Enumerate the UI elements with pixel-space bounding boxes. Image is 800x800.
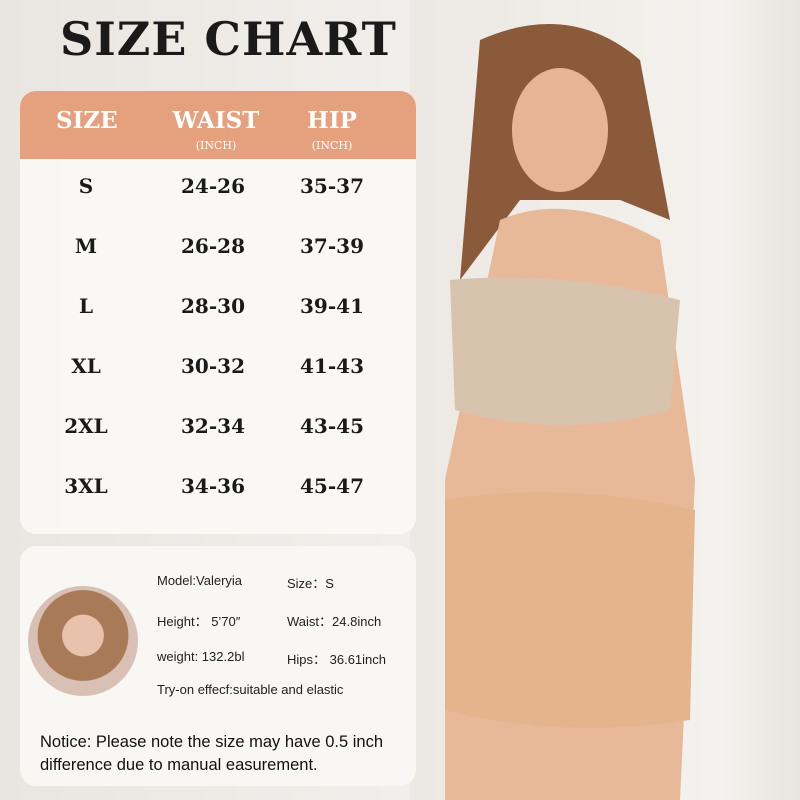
model-name: Model:Valeryia bbox=[157, 573, 243, 588]
size-cell: L bbox=[78, 294, 94, 318]
model-waist: Waist：24.8inch bbox=[287, 614, 382, 629]
model-hips: Hips： 36.61inch bbox=[287, 652, 386, 667]
table-header: SIZE WAIST (INCH) HIP (INCH) bbox=[20, 91, 416, 159]
size-cell: XL bbox=[71, 354, 101, 378]
table-row: M 26-28 37-39 bbox=[20, 234, 416, 294]
header-waist: WAIST bbox=[172, 107, 260, 134]
model-height: Height： 5’70″ bbox=[157, 614, 241, 629]
header-waist-unit: (INCH) bbox=[195, 139, 237, 152]
waist-cell: 32-34 bbox=[181, 414, 245, 438]
model-avatar bbox=[28, 586, 138, 696]
waist-cell: 34-36 bbox=[181, 474, 245, 498]
product-photo bbox=[410, 0, 800, 800]
table-row: 3XL 34-36 45-47 bbox=[20, 474, 416, 534]
waist-cell: 30-32 bbox=[181, 354, 245, 378]
hip-cell: 37-39 bbox=[300, 234, 364, 258]
size-cell: M bbox=[74, 234, 98, 258]
waist-cell: 26-28 bbox=[181, 234, 245, 258]
size-cell: 2XL bbox=[64, 414, 108, 438]
table-row: 2XL 32-34 43-45 bbox=[20, 414, 416, 474]
model-info-card: Model:Valeryia Size：S Height： 5’70″ Wais… bbox=[20, 546, 416, 786]
size-cell: S bbox=[78, 174, 94, 198]
hip-cell: 41-43 bbox=[300, 354, 364, 378]
notice-text: Notice: Please note the size may have 0.… bbox=[40, 733, 384, 774]
try-on-effect: Try-on effecf:suitable and elastic bbox=[157, 682, 344, 697]
model-image bbox=[445, 24, 695, 800]
page-title: SIZE CHART bbox=[60, 12, 397, 66]
table-row: L 28-30 39-41 bbox=[20, 294, 416, 354]
hip-cell: 39-41 bbox=[300, 294, 364, 318]
hip-cell: 35-37 bbox=[300, 174, 364, 198]
model-size: Size：S bbox=[287, 576, 334, 591]
header-size: SIZE bbox=[56, 107, 118, 134]
header-hip-unit: (INCH) bbox=[311, 139, 353, 152]
waist-cell: 24-26 bbox=[181, 174, 245, 198]
table-row: XL 30-32 41-43 bbox=[20, 354, 416, 414]
hip-cell: 45-47 bbox=[300, 474, 364, 498]
model-weight: weight: 132.2bl bbox=[157, 649, 245, 664]
size-table: SIZE WAIST (INCH) HIP (INCH) S 24-26 35-37… bbox=[20, 91, 416, 534]
size-cell: 3XL bbox=[64, 474, 108, 498]
table-row: S 24-26 35-37 bbox=[20, 174, 416, 234]
hip-cell: 43-45 bbox=[300, 414, 364, 438]
waist-cell: 28-30 bbox=[181, 294, 245, 318]
header-hip: HIP bbox=[307, 107, 357, 134]
